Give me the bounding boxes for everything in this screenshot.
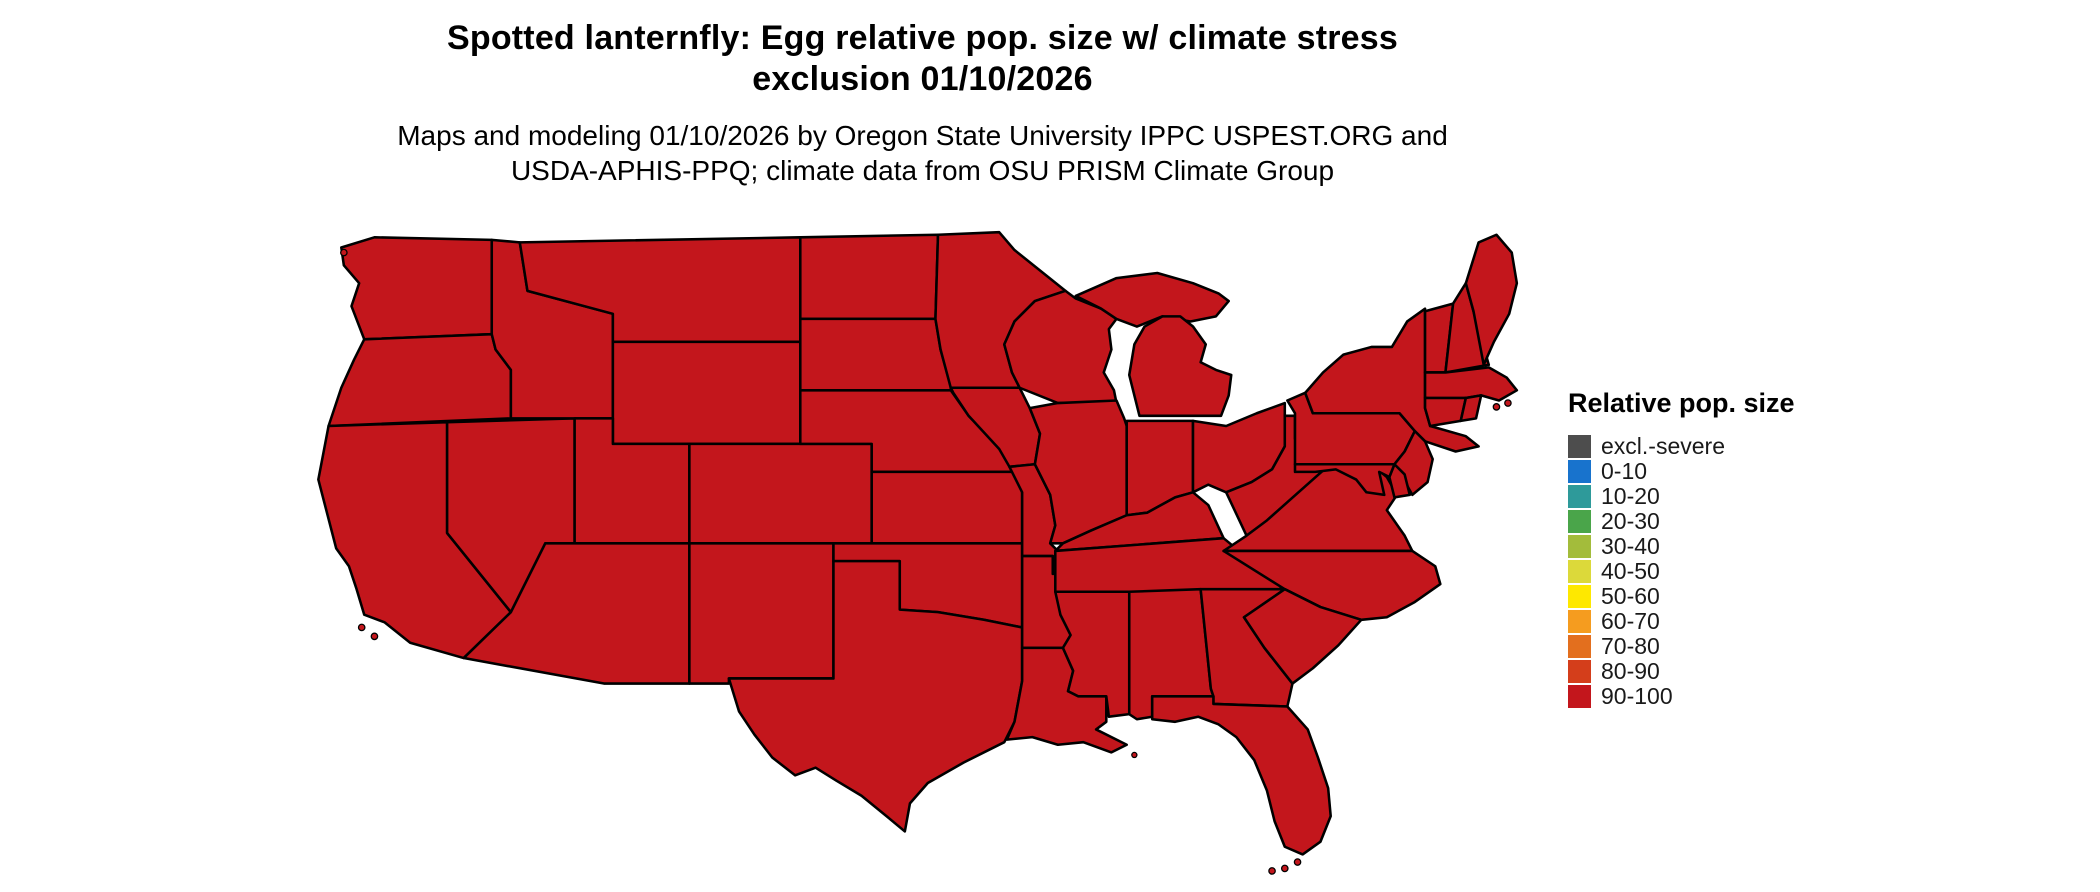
state-south-dakota — [799, 317, 953, 392]
island-nantucket — [1492, 403, 1501, 411]
legend-swatch — [1568, 535, 1591, 558]
state-florida — [1150, 695, 1332, 856]
island-florida-key-1 — [1293, 858, 1302, 866]
us-map-svg — [317, 230, 1519, 875]
state-maryland — [1293, 462, 1396, 497]
state-new-mexico — [688, 542, 835, 685]
legend-label: excl.-severe — [1601, 433, 1725, 459]
legend-item: 0-10 — [1568, 458, 1868, 484]
state-connecticut — [1423, 396, 1468, 428]
state-texas — [727, 559, 1024, 833]
legend-swatch — [1568, 610, 1591, 633]
legend-label: 80-90 — [1601, 658, 1660, 684]
islands-group — [340, 248, 1512, 875]
state-colorado — [688, 442, 873, 545]
legend-swatch — [1568, 635, 1591, 658]
title-line-2: exclusion 01/10/2026 — [752, 60, 1093, 99]
state-oregon — [327, 332, 513, 428]
state-kansas — [870, 470, 1024, 545]
legend-label: 40-50 — [1601, 558, 1660, 584]
legend-item: 70-80 — [1568, 633, 1868, 659]
legend-label: 50-60 — [1601, 583, 1660, 609]
legend-item: 50-60 — [1568, 583, 1868, 609]
island-channel-1 — [357, 623, 366, 632]
legend-title: Relative pop. size — [1568, 388, 1795, 418]
legend-item: 40-50 — [1568, 558, 1868, 584]
legend-swatch — [1568, 485, 1591, 508]
legend-swatch — [1568, 685, 1591, 708]
state-rhode-island — [1459, 394, 1483, 423]
legend-item: 10-20 — [1568, 483, 1868, 509]
legend-item: 20-30 — [1568, 508, 1868, 534]
subtitle-line-2: USDA-APHIS-PPQ; climate data from OSU PR… — [510, 155, 1335, 186]
legend-items: excl.-severe 0-10 10-20 20-30 30-40 40-50 50-6… — [1568, 433, 1868, 709]
legend-swatch — [1568, 435, 1591, 458]
state-south-carolina — [1242, 587, 1363, 685]
state-north-dakota — [799, 233, 940, 321]
figure-subtitle: Maps and modeling 01/10/2026 by Oregon S… — [0, 118, 1845, 188]
state-illinois — [1028, 399, 1128, 545]
legend-label: 10-20 — [1601, 483, 1660, 509]
island-florida-key-3 — [1268, 867, 1276, 875]
legend-label: 30-40 — [1601, 533, 1660, 559]
legend-label: 60-70 — [1601, 608, 1660, 634]
state-wyoming — [611, 340, 802, 446]
legend-label: 90-100 — [1601, 683, 1673, 709]
island-marthas-vineyard — [1504, 399, 1512, 407]
island-florida-key-2 — [1280, 864, 1289, 873]
legend: Relative pop. size excl.-severe 0-10 10-20… — [1568, 388, 1868, 710]
states-group — [317, 230, 1519, 856]
legend-label: 70-80 — [1601, 633, 1660, 659]
legend-item: 60-70 — [1568, 608, 1868, 634]
legend-swatch — [1568, 460, 1591, 483]
state-wisconsin — [1003, 289, 1118, 405]
legend-item: 30-40 — [1568, 533, 1868, 559]
legend-swatch — [1568, 560, 1591, 583]
us-map — [300, 222, 1525, 885]
state-washington — [340, 236, 494, 341]
state-maine — [1464, 233, 1519, 367]
legend-item: 80-90 — [1568, 658, 1868, 684]
island-san-juan — [340, 248, 348, 257]
state-michigan — [1127, 315, 1233, 418]
title-line-1: Spotted lanternfly: Egg relative pop. si… — [446, 19, 1399, 57]
subtitle-line-1: Maps and modeling 01/10/2026 by Oregon S… — [397, 120, 1448, 151]
island-gulf-barrier — [1131, 751, 1138, 759]
legend-item: 90-100 — [1568, 683, 1868, 709]
legend-swatch — [1568, 585, 1591, 608]
state-massachusetts — [1423, 366, 1519, 402]
legend-label: 20-30 — [1601, 508, 1660, 534]
state-michigan-upper-peninsula — [1074, 271, 1230, 328]
legend-swatch — [1568, 510, 1591, 533]
legend-label: 0-10 — [1601, 458, 1648, 484]
island-channel-2 — [370, 632, 379, 641]
legend-item: excl.-severe — [1568, 433, 1868, 459]
legend-swatch — [1568, 660, 1591, 683]
figure-title: Spotted lanternfly: Egg relative pop. si… — [0, 18, 1845, 101]
